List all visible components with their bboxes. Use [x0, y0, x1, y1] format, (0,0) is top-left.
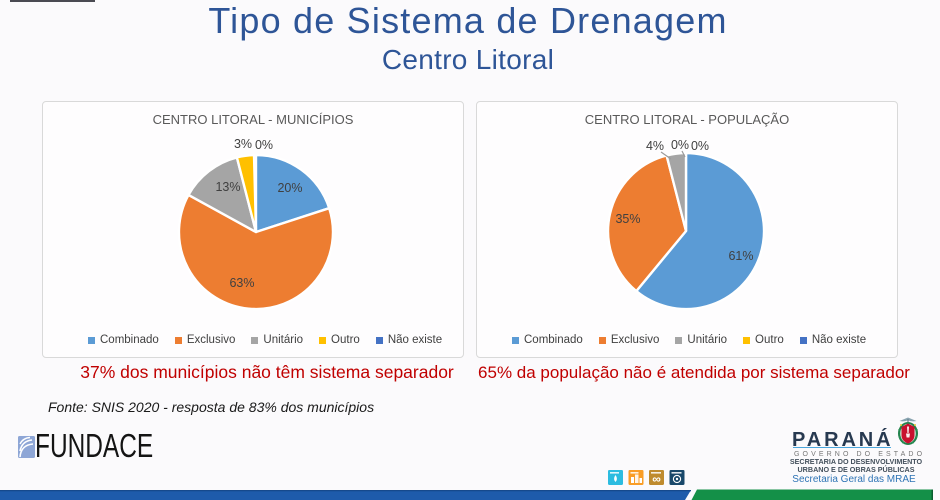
svg-text:∞: ∞	[652, 472, 661, 485]
